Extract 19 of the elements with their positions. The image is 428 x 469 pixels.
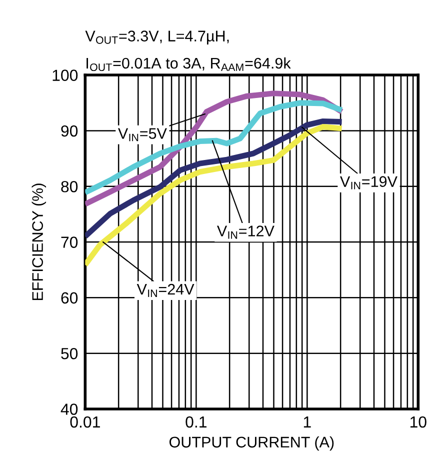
x-axis-title: OUTPUT CURRENT (A) (169, 436, 334, 451)
x-tick-label: 1 (304, 416, 311, 428)
y-tick-label: 70 (61, 236, 78, 248)
x-tick-label: 0.1 (186, 416, 206, 428)
x-tick-label: 10 (410, 416, 426, 428)
y-axis-title: EFFICIENCY (%) (32, 184, 46, 300)
y-tick-label: 60 (61, 292, 78, 304)
annotation: V$_{IN}$=19V (340, 176, 398, 190)
chart-subtitle: I$_{OUT}$=0.01A to 3A, R$_{AAM}$=64.9k (86, 57, 291, 72)
y-tick-label: 50 (61, 348, 78, 360)
annotation: V$_{IN}$=24V (136, 284, 194, 297)
annotation: V$_{IN}$=5V (118, 128, 167, 142)
y-tick-label: 40 (60, 404, 78, 415)
y-tick-label: 80 (61, 180, 78, 192)
x-tick-label: 0.01 (70, 416, 100, 428)
chart-title: V$_{OUT}$=3.3V, L=4.7µH, (85, 30, 229, 44)
annotation: V$_{IN}$=12V (216, 226, 274, 239)
y-tick-label: 100 (52, 70, 78, 81)
y-tick-label: 90 (61, 125, 78, 137)
